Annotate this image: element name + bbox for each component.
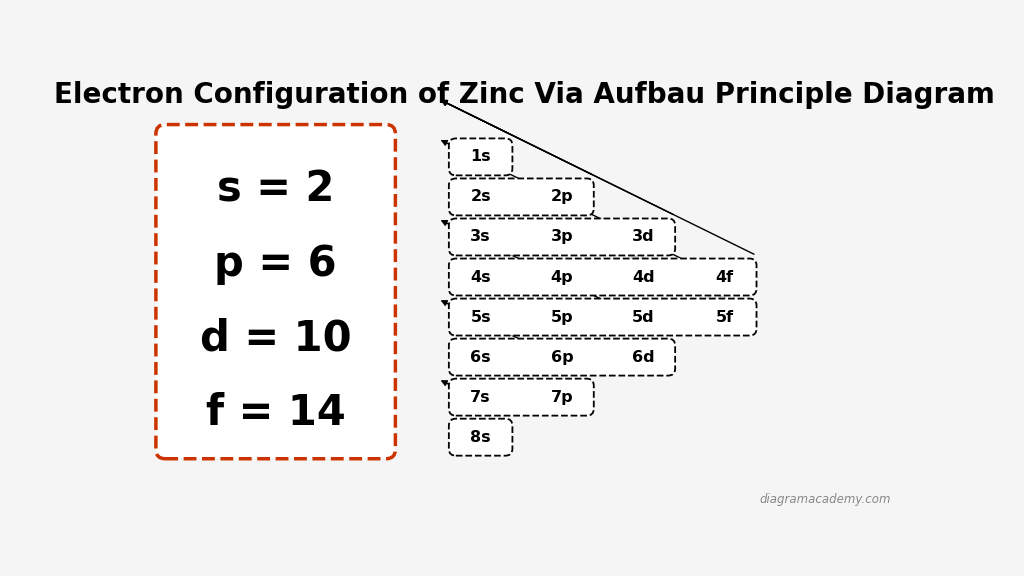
Text: 8s: 8s — [470, 430, 490, 445]
Text: 5f: 5f — [716, 309, 734, 324]
Text: 4p: 4p — [551, 270, 573, 285]
FancyBboxPatch shape — [449, 378, 594, 416]
Text: 3p: 3p — [551, 229, 573, 244]
FancyBboxPatch shape — [156, 124, 395, 458]
Text: 2p: 2p — [551, 190, 573, 204]
Text: 1s: 1s — [470, 149, 490, 164]
Text: 5d: 5d — [632, 309, 654, 324]
Text: f = 14: f = 14 — [206, 392, 345, 434]
Text: 5p: 5p — [551, 309, 573, 324]
Text: s = 2: s = 2 — [217, 168, 334, 210]
Text: 6d: 6d — [632, 350, 654, 365]
Text: 2s: 2s — [470, 190, 490, 204]
Text: diagramacademy.com: diagramacademy.com — [591, 230, 751, 318]
Text: d = 10: d = 10 — [200, 317, 351, 359]
Text: 3s: 3s — [470, 229, 490, 244]
Text: 4f: 4f — [716, 270, 734, 285]
Text: 4d: 4d — [632, 270, 654, 285]
Text: 6p: 6p — [551, 350, 573, 365]
Text: 6s: 6s — [470, 350, 490, 365]
FancyBboxPatch shape — [449, 259, 757, 295]
Text: Electron Configuration of Zinc Via Aufbau Principle Diagram: Electron Configuration of Zinc Via Aufba… — [54, 81, 995, 109]
FancyBboxPatch shape — [449, 218, 675, 256]
FancyBboxPatch shape — [449, 179, 594, 215]
Text: 7p: 7p — [551, 389, 573, 405]
Text: 7s: 7s — [470, 389, 490, 405]
FancyBboxPatch shape — [449, 339, 675, 376]
FancyBboxPatch shape — [449, 138, 512, 175]
Text: 5s: 5s — [470, 309, 490, 324]
FancyBboxPatch shape — [449, 419, 512, 456]
Text: 3d: 3d — [632, 229, 654, 244]
Text: diagramacademy.com: diagramacademy.com — [760, 494, 891, 506]
Text: p = 6: p = 6 — [214, 243, 337, 285]
Text: 4s: 4s — [470, 270, 490, 285]
FancyBboxPatch shape — [449, 298, 757, 336]
